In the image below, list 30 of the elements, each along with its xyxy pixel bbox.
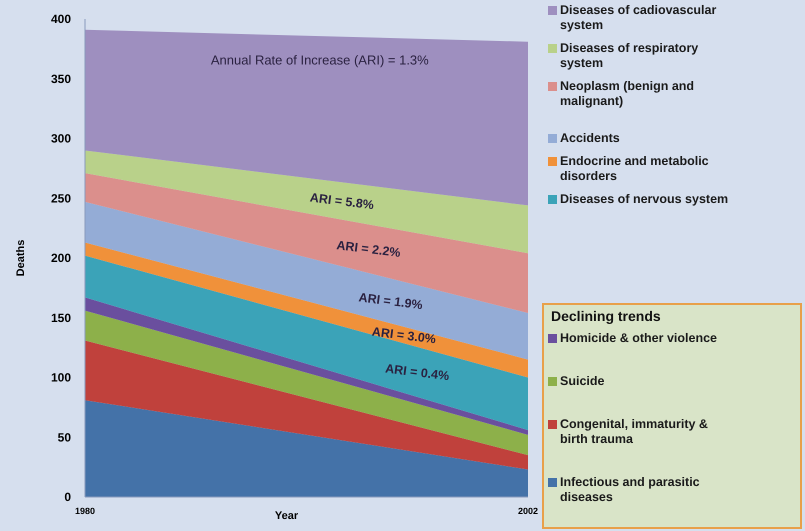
x-tick-label: 1980 — [74, 506, 96, 516]
x-axis-title: Year — [274, 510, 299, 522]
y-axis-title: Deaths — [15, 240, 27, 276]
legend-title: Declining trends — [551, 308, 661, 324]
y-tick-label: 350 — [50, 72, 72, 86]
annotation: ARI = 1.9% — [358, 290, 424, 312]
annotation: Annual Rate of Increase (ARI) = 1.3% — [210, 52, 430, 68]
annotation: ARI = 2.2% — [336, 238, 402, 260]
y-tick-label: 100 — [50, 370, 72, 385]
legend-label: Diseases of nervous system — [560, 192, 728, 206]
legend-label: Accidents — [560, 131, 620, 145]
annotation: ARI = 3.0% — [371, 324, 437, 346]
legend-label: Congenital, immaturity & birth trauma — [560, 417, 708, 446]
legend-label: Diseases of cadiovascular system — [560, 3, 716, 32]
y-tick-label: 400 — [50, 12, 72, 26]
y-tick-label: 150 — [50, 310, 72, 325]
x-tick-label: 2002 — [518, 506, 538, 516]
annotation: ARI = 0.4% — [384, 361, 450, 384]
y-tick-label: 0 — [64, 490, 72, 504]
legend-label: Homicide & other violence — [560, 331, 718, 345]
y-tick-label: 50 — [58, 430, 72, 444]
legend-label: Neoplasm (benign and malignant) — [560, 79, 694, 108]
legend-label: Infectious and parasitic diseases — [560, 475, 700, 504]
y-tick-label: 200 — [50, 251, 72, 266]
legend-label: Endocrine and metabolic disorders — [560, 154, 709, 183]
y-tick-label: 300 — [50, 132, 72, 146]
legend-label: Diseases of respiratory system — [560, 41, 698, 70]
annotation: ARI = 5.8% — [309, 190, 375, 212]
y-tick-label: 250 — [50, 191, 72, 206]
legend-label: Suicide — [560, 374, 605, 388]
